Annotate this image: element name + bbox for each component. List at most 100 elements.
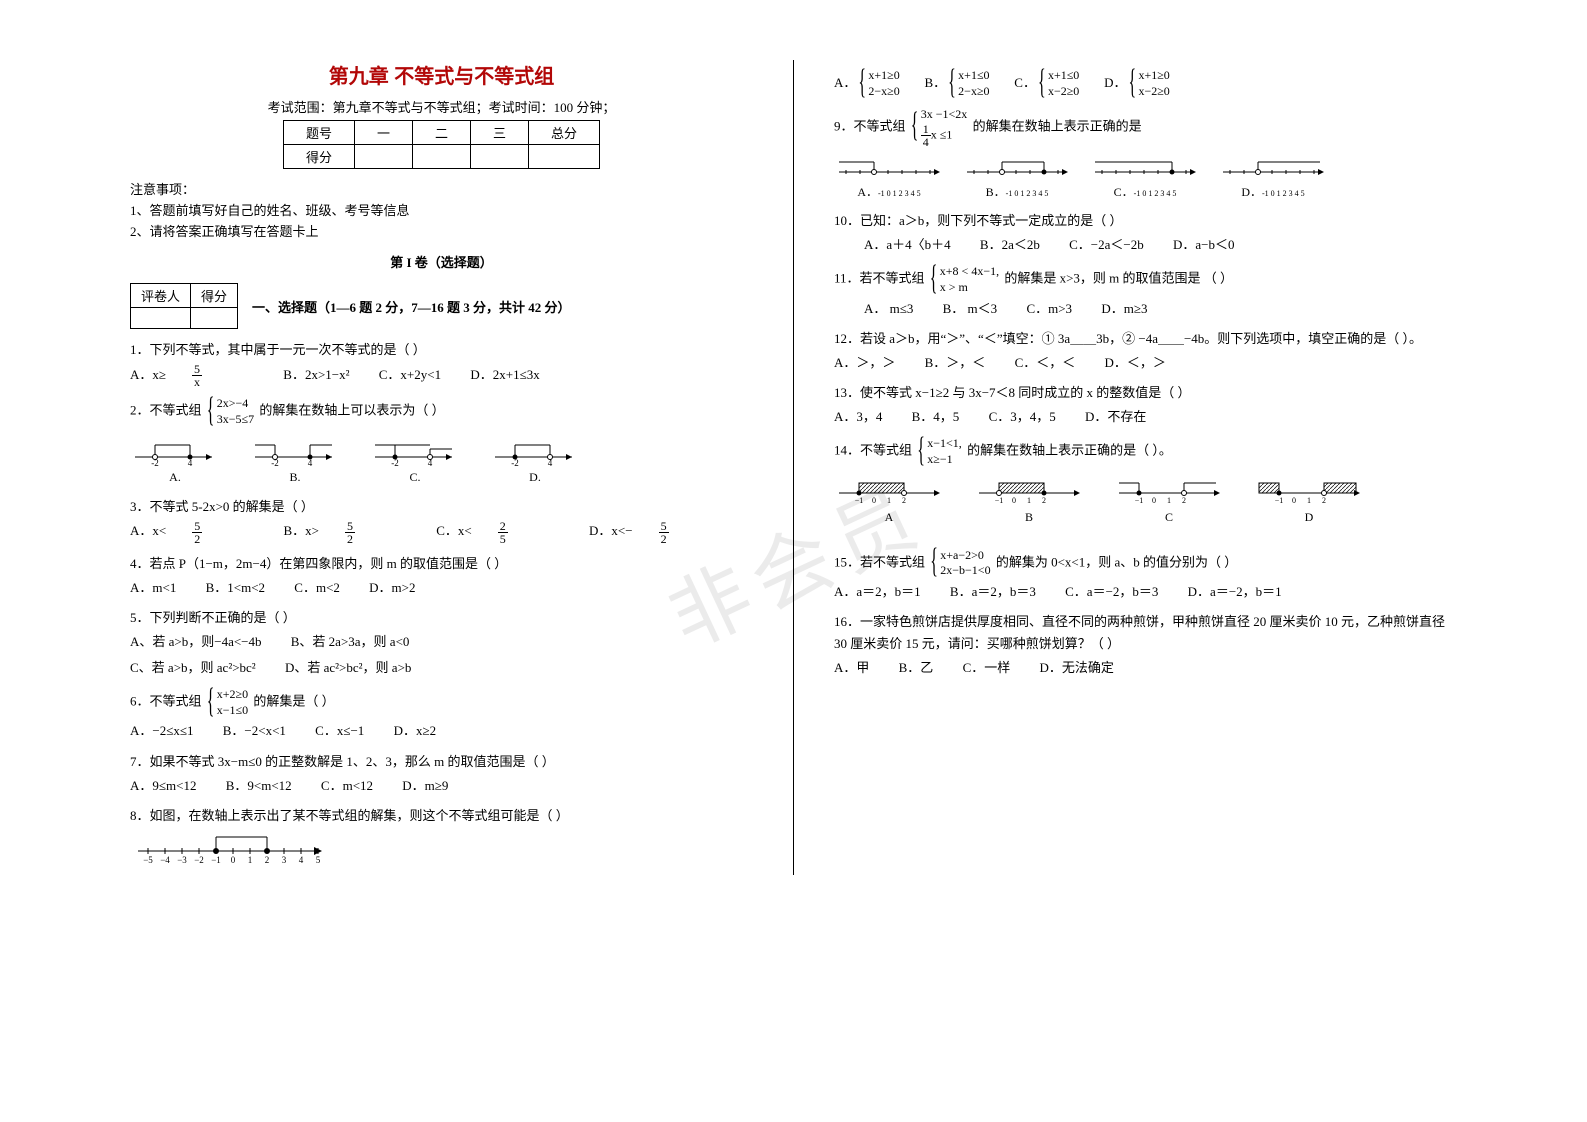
q-options: A．＞，＞ B．＞，＜ C．＜，＜ D．＜，＞ bbox=[834, 352, 1457, 374]
q-stem: 5．下列判断不正确的是（ ） bbox=[130, 607, 753, 629]
brace-icon: x+8 < 4x−1, x > m bbox=[930, 264, 999, 295]
brace-icon: x+a−2>0 2x−b−1<0 bbox=[930, 548, 990, 579]
question-1: 1．下列不等式，其中属于一元一次不等式的是（ ） A．x≥5x B．2x>1−x… bbox=[130, 339, 753, 388]
chapter-title: 第九章 不等式与不等式组 bbox=[130, 60, 753, 89]
svg-text:1: 1 bbox=[1307, 496, 1311, 505]
q-stem: 12．若设 a＞b，用“＞”、“＜”填空：① 3a＿＿3b，② −4a＿＿−4b… bbox=[834, 328, 1457, 350]
opt-b: B．9<m<12 bbox=[226, 775, 292, 797]
opt-a: A．a＝2，b＝1 bbox=[834, 581, 921, 603]
opt-d: D．x+1≥0x−2≥0 bbox=[1104, 75, 1172, 90]
opt-a: A．x+1≥02−x≥0 bbox=[834, 75, 902, 90]
opt-b: B．2a＜2b bbox=[980, 234, 1040, 256]
opt-c: C．3，4，5 bbox=[989, 406, 1056, 428]
opt-a: A．3，4 bbox=[834, 406, 882, 428]
question-3: 3．不等式 5-2x>0 的解集是（ ） A．x<52 B．x>52 C．x<2… bbox=[130, 496, 753, 545]
opt-a: A、若 a>b，则−4a<−4b bbox=[130, 631, 262, 653]
opt-a: A．−2≤x≤1 bbox=[130, 720, 194, 742]
opt-a: A．m<1 bbox=[130, 577, 176, 599]
opt-a: A．a＋4〈b＋4 bbox=[864, 234, 951, 256]
notes-head: 注意事项： bbox=[130, 179, 753, 198]
opt-c: C．x+1≤0x−2≥0 bbox=[1014, 75, 1081, 90]
svg-text:1: 1 bbox=[248, 855, 253, 865]
cell bbox=[131, 308, 191, 329]
opt-b: B． m＜3 bbox=[943, 298, 998, 320]
opt-d: D．无法确定 bbox=[1039, 657, 1113, 679]
numberline-b: -24 B. bbox=[250, 433, 340, 487]
cell: 评卷人 bbox=[131, 284, 191, 308]
question-2: 2．不等式组 2x>−4 3x−5≤7 的解集在数轴上可以表示为（ ） -24 … bbox=[130, 396, 753, 488]
question-13: 13．使不等式 x−1≥2 与 3x−7＜8 同时成立的 x 的整数值是（ ） … bbox=[834, 382, 1457, 428]
q-stem: 8．如图，在数轴上表示出了某不等式组的解集，则这个不等式组可能是（ ） bbox=[130, 805, 753, 827]
opt-b: B．−2<x<1 bbox=[223, 720, 286, 742]
q-options: C、若 a>b，则 ac²>bc² D、若 ac²>bc²，则 a>b bbox=[130, 657, 753, 679]
cell bbox=[471, 145, 529, 169]
q-options: A．x<52 B．x>52 C．x<25 D．x<−52 bbox=[130, 520, 753, 545]
numberline-c: -24 C. bbox=[370, 433, 460, 487]
numberline-a: -24 A. bbox=[130, 433, 220, 487]
opt-d: D．a−b＜0 bbox=[1173, 234, 1235, 256]
cell bbox=[354, 145, 412, 169]
svg-text:0: 0 bbox=[231, 855, 236, 865]
opt-d: D．m≥9 bbox=[402, 775, 448, 797]
hatch-b: −1012 B bbox=[974, 473, 1084, 527]
svg-text:4: 4 bbox=[428, 458, 433, 467]
svg-text:−1: −1 bbox=[1135, 496, 1144, 505]
numberline-d: -24 D. bbox=[490, 433, 580, 487]
opt-d: D．＜，＞ bbox=[1104, 352, 1165, 374]
svg-text:−5: −5 bbox=[143, 855, 153, 865]
opt-b: B．＞，＜ bbox=[925, 352, 986, 374]
cell bbox=[191, 308, 238, 329]
svg-text:2: 2 bbox=[902, 496, 906, 505]
q-stem-post: 的解集是 x>3，则 m 的取值范围是 （ ） bbox=[1004, 271, 1233, 286]
q-options: A、若 a>b，则−4a<−4b B、若 2a>3a，则 a<0 bbox=[130, 631, 753, 653]
notes: 注意事项： 1、答题前填写好自己的姓名、班级、考号等信息 2、请将答案正确填写在… bbox=[130, 179, 753, 240]
opt-a: A．甲 bbox=[834, 657, 869, 679]
question-12: 12．若设 a＞b，用“＞”、“＜”填空：① 3a＿＿3b，② −4a＿＿−4b… bbox=[834, 328, 1457, 374]
cell: 题号 bbox=[283, 121, 354, 145]
page: 第九章 不等式与不等式组 考试范围：第九章不等式与不等式组；考试时间：100 分… bbox=[0, 0, 1587, 915]
q-options: A．9≤m<12 B．9<m<12 C．m<12 D．m≥9 bbox=[130, 775, 753, 797]
opt-c: C．一样 bbox=[963, 657, 1011, 679]
opt-c: C．＜，＜ bbox=[1015, 352, 1076, 374]
svg-text:0: 0 bbox=[1292, 496, 1296, 505]
cell: 一 bbox=[354, 121, 412, 145]
opt-c: C．m<2 bbox=[294, 577, 340, 599]
q-stem: 13．使不等式 x−1≥2 与 3x−7＜8 同时成立的 x 的整数值是（ ） bbox=[834, 382, 1457, 404]
svg-text:2: 2 bbox=[1322, 496, 1326, 505]
question-7: 7．如果不等式 3x−m≤0 的正整数解是 1、2、3，那么 m 的取值范围是（… bbox=[130, 751, 753, 797]
numberline-row: -24 A. -24 B. -24 C. -24 D. bbox=[130, 433, 753, 487]
svg-text:-2: -2 bbox=[511, 458, 519, 467]
q-stem-pre: 6．不等式组 bbox=[130, 694, 202, 709]
q-stem: 7．如果不等式 3x−m≤0 的正整数解是 1、2、3，那么 m 的取值范围是（… bbox=[130, 751, 753, 773]
q-stem-pre: 9．不等式组 bbox=[834, 118, 906, 133]
opt-c: C．x≤−1 bbox=[315, 720, 364, 742]
svg-text:2: 2 bbox=[1042, 496, 1046, 505]
q-stem: 10．已知：a＞b，则下列不等式一定成立的是（ ） bbox=[834, 210, 1457, 232]
svg-text:−1: −1 bbox=[855, 496, 864, 505]
svg-text:−1: −1 bbox=[1275, 496, 1284, 505]
q-stem-post: 的解集在数轴上可以表示为（ ） bbox=[259, 403, 444, 418]
q-stem-post: 的解集为 0<x<1，则 a、b 的值分别为（ ） bbox=[996, 554, 1237, 569]
question-15: 15．若不等式组 x+a−2>0 2x−b−1<0 的解集为 0<x<1，则 a… bbox=[834, 548, 1457, 603]
grader-row: 评卷人得分 一、选择题（1—6 题 2 分，7—16 题 3 分，共计 42 分… bbox=[130, 283, 753, 329]
question-6: 6．不等式组 x+2≥0 x−1≤0 的解集是（ ） A．−2≤x≤1 B．−2… bbox=[130, 687, 753, 742]
grader-table: 评卷人得分 bbox=[130, 283, 238, 329]
left-column: 第九章 不等式与不等式组 考试范围：第九章不等式与不等式组；考试时间：100 分… bbox=[130, 60, 753, 875]
opt-b: B．乙 bbox=[899, 657, 934, 679]
svg-text:4: 4 bbox=[308, 458, 313, 467]
numberline-icon: −5−4−3−2−1012345 bbox=[130, 827, 330, 867]
hatch-d: −1012 D bbox=[1254, 473, 1364, 527]
svg-text:1: 1 bbox=[887, 496, 891, 505]
opt-a: A．x≥5x bbox=[130, 363, 254, 388]
question-4: 4．若点 P（1−m，2m−4）在第四象限内，则 m 的取值范围是（ ） A．m… bbox=[130, 553, 753, 599]
question-9: 9．不等式组 3x −1<2x 14x ≤1 的解集在数轴上表示正确的是 A．-… bbox=[834, 107, 1457, 202]
hatch-c: −1012 C bbox=[1114, 473, 1224, 527]
question-5: 5．下列判断不正确的是（ ） A、若 a>b，则−4a<−4b B、若 2a>3… bbox=[130, 607, 753, 679]
q-stem-pre: 15．若不等式组 bbox=[834, 554, 925, 569]
svg-text:4: 4 bbox=[299, 855, 304, 865]
notes-line: 2、请将答案正确填写在答题卡上 bbox=[130, 221, 753, 240]
opt-c: C．m<12 bbox=[321, 775, 373, 797]
q-stem: 1．下列不等式，其中属于一元一次不等式的是（ ） bbox=[130, 339, 753, 361]
q-stem-post: 的解集是（ ） bbox=[253, 694, 334, 709]
q-stem-pre: 2．不等式组 bbox=[130, 403, 202, 418]
